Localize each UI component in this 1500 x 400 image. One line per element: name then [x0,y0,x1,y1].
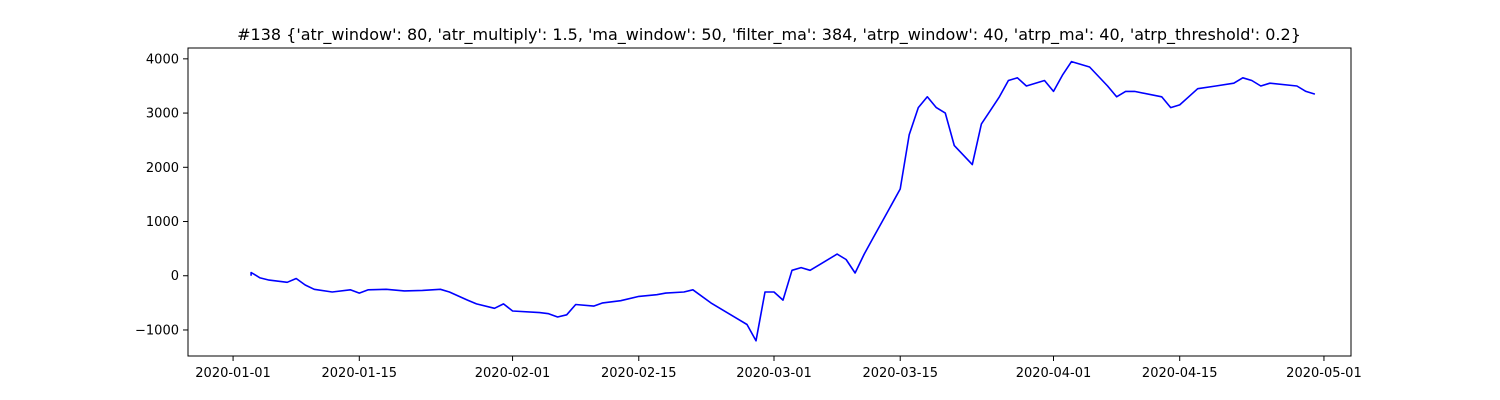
x-tick-label: 2020-04-01 [1016,366,1092,381]
y-tick-label: 1000 [146,215,179,230]
y-tick-label: −1000 [135,323,179,338]
x-tick-label: 2020-02-15 [601,366,677,381]
x-tick-label: 2020-03-01 [736,366,812,381]
y-tick-label: 0 [171,269,179,284]
x-tick-label: 2020-01-15 [322,366,398,381]
axes-frame [187,47,1352,357]
x-tick-label: 2020-01-01 [195,366,271,381]
y-tick-label: 4000 [146,52,179,67]
x-tick-label: 2020-03-15 [862,366,938,381]
y-tick-label: 2000 [146,161,179,176]
chart-title: #138 {'atr_window': 80, 'atr_multiply': … [237,25,1301,45]
y-axis: −1000 0 1000 2000 3000 4000 [135,52,188,338]
y-tick-label: 3000 [146,107,179,122]
x-axis: 2020-01-01 2020-01-15 2020-02-01 2020-02-15… [195,356,1362,381]
plot-area [250,60,1316,342]
x-tick-label: 2020-04-15 [1142,366,1218,381]
series-line-0 [250,60,1316,342]
x-tick-label: 2020-05-01 [1286,366,1362,381]
x-tick-label: 2020-02-01 [475,366,551,381]
